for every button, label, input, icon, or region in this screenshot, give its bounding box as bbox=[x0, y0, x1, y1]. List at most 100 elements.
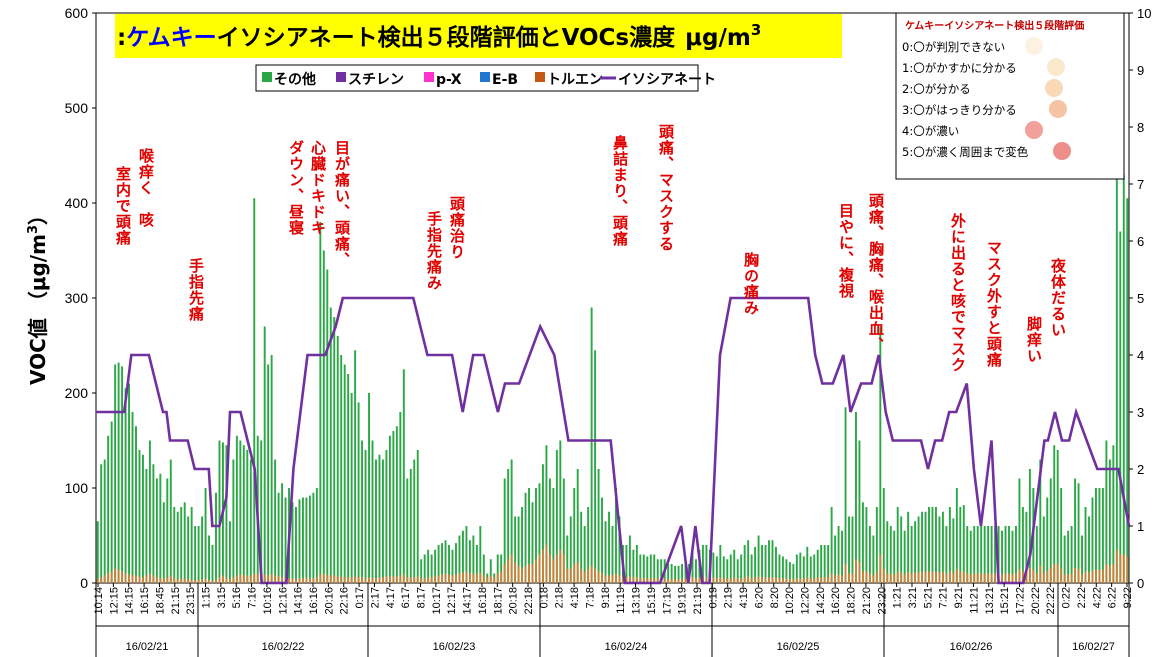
bar-other bbox=[841, 530, 844, 583]
x-tick-label: 3:15 bbox=[216, 587, 228, 608]
bar-other bbox=[806, 546, 809, 583]
bar-toluene bbox=[695, 578, 697, 583]
bar-toluene bbox=[117, 569, 120, 583]
bar-toluene bbox=[107, 573, 110, 583]
bar-other bbox=[475, 545, 478, 583]
x-tick-label: 14:16 bbox=[293, 587, 305, 615]
legend-frame bbox=[255, 64, 699, 92]
bar-toluene bbox=[249, 576, 252, 583]
bar-other bbox=[740, 554, 743, 583]
bar-other bbox=[858, 440, 861, 583]
x-tick-label: 6:20 bbox=[753, 587, 765, 608]
bar-toluene bbox=[712, 577, 715, 583]
legend-swatch bbox=[535, 72, 545, 82]
bar-toluene bbox=[987, 573, 990, 583]
bar-other bbox=[197, 526, 200, 583]
x-tick-label: 17:19 bbox=[661, 587, 673, 615]
bar-other bbox=[1074, 478, 1077, 583]
bar-other bbox=[583, 526, 586, 583]
scale-box-frame bbox=[895, 12, 1125, 180]
bar-other bbox=[155, 478, 158, 583]
bar-toluene bbox=[969, 574, 972, 583]
legend-swatch bbox=[336, 72, 346, 82]
x-tick-label: 11:19 bbox=[615, 587, 627, 614]
bar-other bbox=[371, 440, 374, 583]
bar-other bbox=[900, 516, 903, 583]
bar-toluene bbox=[1119, 554, 1122, 583]
bar-other bbox=[416, 450, 419, 583]
x-tick-label: 4:18 bbox=[569, 587, 581, 608]
x-tick-label: 20:18 bbox=[508, 587, 520, 615]
bar-other bbox=[201, 516, 204, 583]
bar-other bbox=[228, 521, 231, 583]
bar-toluene bbox=[775, 577, 777, 583]
bar-other bbox=[173, 507, 176, 583]
bar-other bbox=[1108, 459, 1111, 583]
x-tick-label: 7:18 bbox=[584, 587, 596, 608]
x-tick-label: 8:20 bbox=[769, 587, 781, 608]
date-label: 16/02/21 bbox=[126, 641, 169, 653]
bar-toluene bbox=[357, 577, 360, 583]
bar-other bbox=[983, 526, 986, 583]
bar-toluene bbox=[639, 578, 642, 583]
bar-other bbox=[722, 556, 725, 583]
bar-toluene bbox=[1025, 572, 1028, 583]
bar-toluene bbox=[215, 579, 217, 583]
bar-toluene bbox=[583, 571, 586, 583]
bar-other bbox=[402, 369, 405, 583]
bar-other bbox=[437, 545, 440, 583]
bar-toluene bbox=[670, 579, 673, 583]
bar-toluene bbox=[580, 568, 583, 583]
scale-item-label: 0:〇が判別できない bbox=[902, 40, 1005, 54]
bar-other bbox=[1001, 530, 1004, 583]
bar-other bbox=[861, 502, 864, 583]
bar-toluene bbox=[315, 577, 318, 583]
title-sup: 3 bbox=[751, 21, 761, 39]
bar-toluene bbox=[608, 575, 610, 583]
bar-other bbox=[340, 355, 343, 583]
bar-other bbox=[802, 556, 805, 583]
bar-toluene bbox=[827, 577, 830, 583]
bar-other bbox=[1018, 478, 1021, 583]
bar-other bbox=[322, 250, 325, 583]
bar-toluene bbox=[326, 575, 329, 583]
bar-toluene bbox=[434, 576, 437, 583]
bar-other bbox=[430, 554, 433, 583]
title-blue: ケムキー bbox=[126, 25, 216, 51]
bar-other bbox=[148, 440, 151, 583]
bar-other bbox=[914, 521, 917, 583]
bar-toluene bbox=[1088, 572, 1090, 583]
bar-other bbox=[604, 521, 607, 583]
bar-other bbox=[729, 554, 732, 583]
x-tick-label: 15:19 bbox=[646, 587, 658, 615]
bar-other bbox=[1091, 497, 1094, 583]
bar-toluene bbox=[740, 578, 743, 583]
bar-toluene bbox=[131, 575, 134, 583]
bar-other bbox=[879, 326, 882, 583]
bar-toluene bbox=[990, 573, 993, 583]
bar-toluene bbox=[291, 578, 294, 583]
bar-other bbox=[281, 483, 284, 583]
bar-other bbox=[813, 554, 816, 583]
bar-toluene bbox=[333, 575, 336, 583]
bar-other bbox=[562, 478, 565, 583]
bar-toluene bbox=[378, 577, 381, 583]
ylabel-close: ） bbox=[26, 205, 50, 225]
title-prefix: : bbox=[117, 25, 126, 51]
bar-other bbox=[364, 450, 367, 583]
bar-other bbox=[361, 440, 364, 583]
bars-group bbox=[96, 65, 1129, 583]
bar-other bbox=[169, 459, 172, 583]
x-tick-label: 17:22 bbox=[1014, 587, 1026, 615]
bar-toluene bbox=[1049, 567, 1052, 583]
bar-other bbox=[295, 507, 297, 583]
bar-toluene bbox=[802, 578, 805, 583]
x-tick-label: 12:16 bbox=[277, 587, 289, 615]
bar-toluene bbox=[604, 575, 607, 583]
bar-toluene bbox=[872, 575, 875, 583]
annotation-text: 胸の痛み bbox=[742, 251, 760, 316]
bar-other bbox=[1101, 488, 1104, 583]
bar-toluene bbox=[743, 577, 746, 583]
bar-other bbox=[336, 336, 339, 583]
bar-toluene bbox=[402, 574, 405, 583]
